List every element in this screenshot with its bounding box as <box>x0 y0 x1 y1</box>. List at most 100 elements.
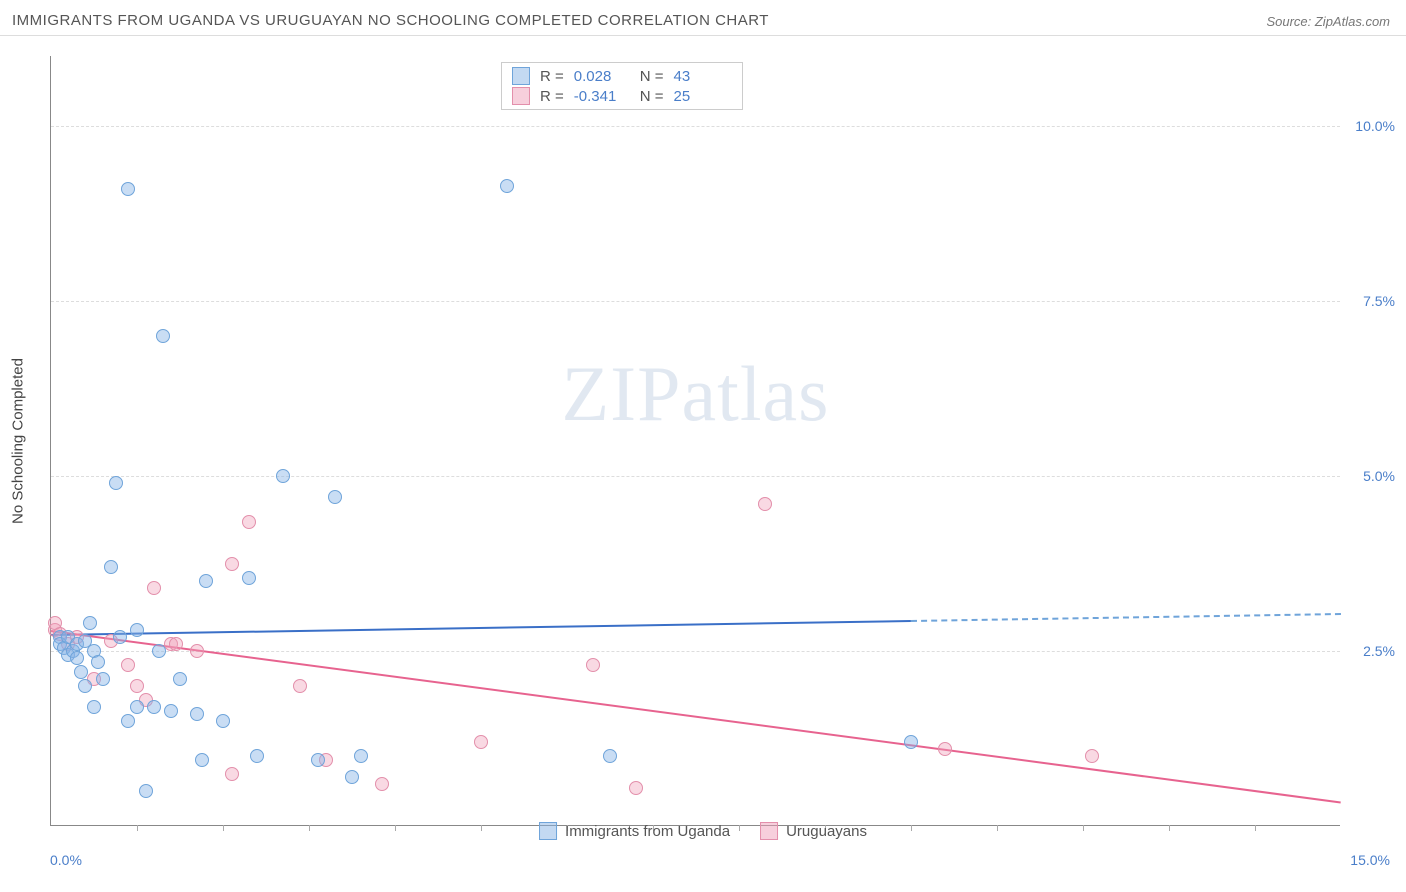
stat-r-label: R = <box>540 88 564 105</box>
scatter-point <box>938 742 952 756</box>
scatter-point <box>152 644 166 658</box>
x-tick <box>309 825 310 831</box>
stat-n-label: N = <box>640 88 664 105</box>
swatch-pink-icon <box>512 87 530 105</box>
scatter-point <box>345 770 359 784</box>
swatch-blue-icon <box>539 822 557 840</box>
scatter-point <box>311 753 325 767</box>
watermark: ZIPatlas <box>562 349 830 439</box>
swatch-pink-icon <box>760 822 778 840</box>
scatter-point <box>91 655 105 669</box>
scatter-point <box>130 679 144 693</box>
scatter-point <box>113 630 127 644</box>
scatter-point <box>586 658 600 672</box>
stat-n-label: N = <box>640 68 664 85</box>
stat-n-value: 43 <box>674 68 730 85</box>
y-tick-label: 5.0% <box>1363 468 1395 484</box>
regression-line <box>51 630 1341 803</box>
scatter-point <box>328 490 342 504</box>
regression-line <box>51 620 911 636</box>
scatter-point <box>758 497 772 511</box>
scatter-point <box>603 749 617 763</box>
gridline <box>51 126 1340 127</box>
x-tick <box>395 825 396 831</box>
scatter-point <box>904 735 918 749</box>
scatter-point <box>147 700 161 714</box>
scatter-point <box>130 623 144 637</box>
scatter-point <box>1085 749 1099 763</box>
scatter-point <box>242 571 256 585</box>
scatter-point <box>70 651 84 665</box>
scatter-point <box>629 781 643 795</box>
x-tick <box>137 825 138 831</box>
scatter-point <box>190 644 204 658</box>
legend-item: Uruguayans <box>760 822 867 840</box>
x-tick <box>481 825 482 831</box>
regression-line <box>911 613 1341 622</box>
legend: Immigrants from Uganda Uruguayans <box>539 822 867 840</box>
stat-r-value: 0.028 <box>574 68 630 85</box>
scatter-point <box>169 637 183 651</box>
scatter-point <box>130 700 144 714</box>
gridline <box>51 476 1340 477</box>
chart-header: IMMIGRANTS FROM UGANDA VS URUGUAYAN NO S… <box>0 0 1406 36</box>
swatch-blue-icon <box>512 67 530 85</box>
scatter-point <box>354 749 368 763</box>
scatter-point <box>74 665 88 679</box>
x-tick <box>1083 825 1084 831</box>
chart-source: Source: ZipAtlas.com <box>1266 14 1390 29</box>
scatter-point <box>87 700 101 714</box>
stats-row: R = 0.028 N = 43 <box>512 67 730 85</box>
legend-label: Uruguayans <box>786 823 867 840</box>
scatter-point <box>190 707 204 721</box>
legend-item: Immigrants from Uganda <box>539 822 730 840</box>
scatter-point <box>375 777 389 791</box>
x-tick <box>911 825 912 831</box>
x-tick <box>1255 825 1256 831</box>
x-tick <box>1169 825 1170 831</box>
stat-r-label: R = <box>540 68 564 85</box>
gridline <box>51 651 1340 652</box>
stat-r-value: -0.341 <box>574 88 630 105</box>
scatter-point <box>225 557 239 571</box>
chart-title: IMMIGRANTS FROM UGANDA VS URUGUAYAN NO S… <box>12 12 769 29</box>
x-axis-max-label: 15.0% <box>1350 852 1390 868</box>
scatter-point <box>500 179 514 193</box>
scatter-point <box>147 581 161 595</box>
legend-label: Immigrants from Uganda <box>565 823 730 840</box>
plot-area: ZIPatlas R = 0.028 N = 43 R = -0.341 N =… <box>50 56 1340 826</box>
scatter-point <box>164 704 178 718</box>
x-axis-min-label: 0.0% <box>50 852 82 868</box>
stat-n-value: 25 <box>674 88 730 105</box>
x-tick <box>223 825 224 831</box>
scatter-point <box>293 679 307 693</box>
y-tick-label: 10.0% <box>1355 118 1395 134</box>
stats-box: R = 0.028 N = 43 R = -0.341 N = 25 <box>501 62 743 110</box>
scatter-point <box>225 767 239 781</box>
scatter-point <box>156 329 170 343</box>
scatter-point <box>139 784 153 798</box>
scatter-point <box>216 714 230 728</box>
y-axis-title: No Schooling Completed <box>10 358 27 524</box>
scatter-point <box>195 753 209 767</box>
scatter-point <box>109 476 123 490</box>
scatter-point <box>173 672 187 686</box>
scatter-point <box>121 658 135 672</box>
scatter-point <box>276 469 290 483</box>
scatter-point <box>474 735 488 749</box>
scatter-point <box>199 574 213 588</box>
scatter-point <box>78 679 92 693</box>
scatter-point <box>104 560 118 574</box>
x-tick <box>997 825 998 831</box>
y-tick-label: 7.5% <box>1363 293 1395 309</box>
scatter-point <box>121 714 135 728</box>
scatter-point <box>96 672 110 686</box>
scatter-point <box>250 749 264 763</box>
scatter-point <box>121 182 135 196</box>
scatter-point <box>242 515 256 529</box>
chart-container: No Schooling Completed ZIPatlas R = 0.02… <box>0 36 1406 846</box>
scatter-point <box>83 616 97 630</box>
gridline <box>51 301 1340 302</box>
stats-row: R = -0.341 N = 25 <box>512 87 730 105</box>
y-tick-label: 2.5% <box>1363 643 1395 659</box>
